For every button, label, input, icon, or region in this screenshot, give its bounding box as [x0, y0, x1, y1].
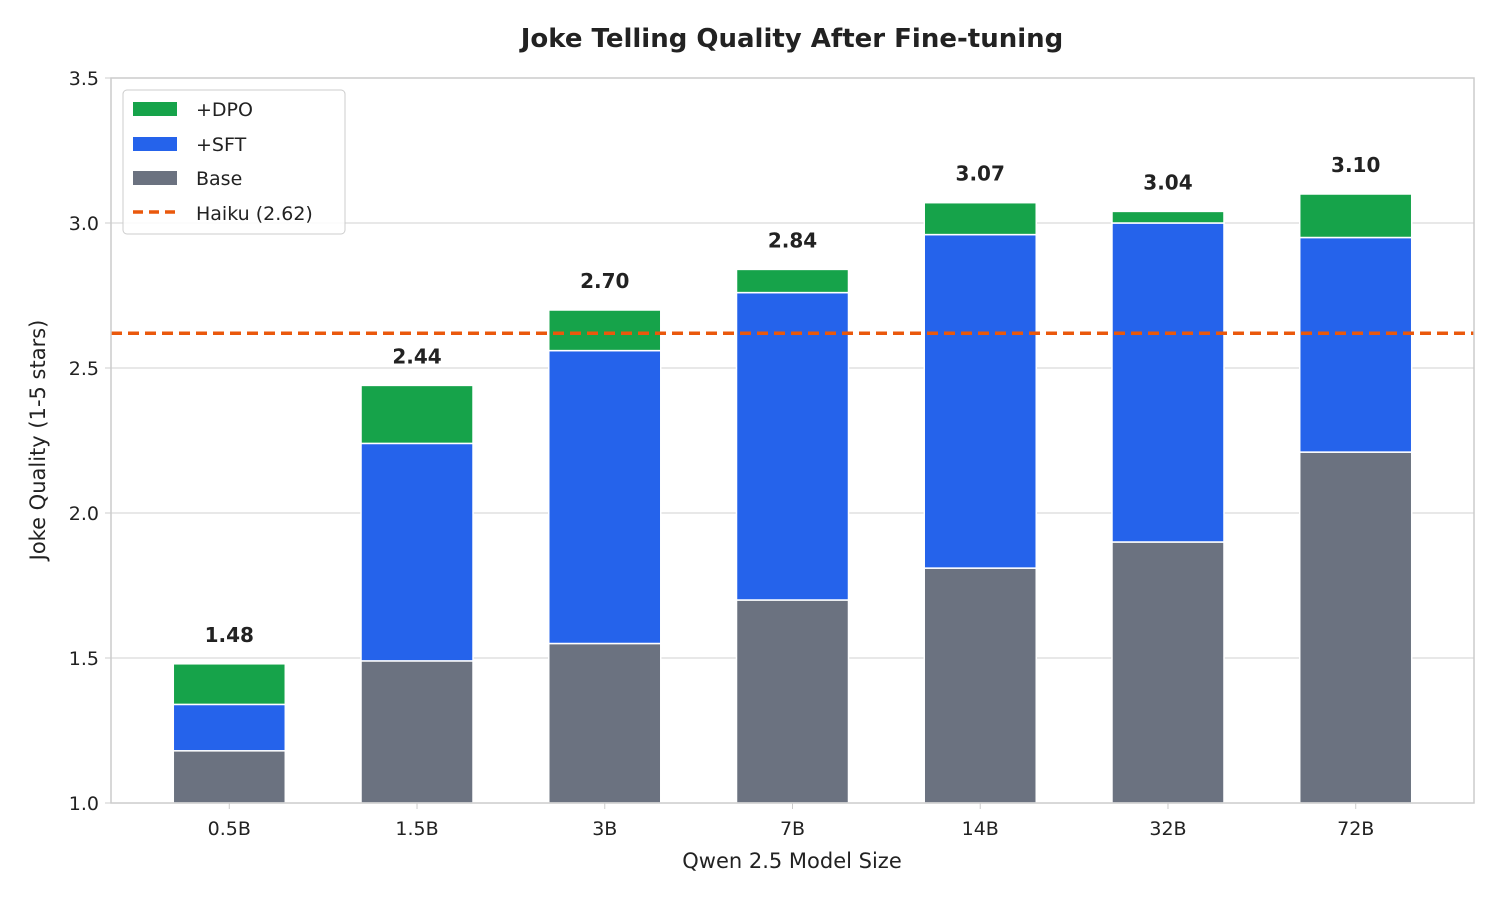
bar-segment-sft [360, 442, 474, 662]
x-tick-label: 14B [962, 818, 999, 840]
bar-segment-base [1298, 451, 1413, 804]
bar-segment-base [735, 599, 850, 804]
legend-label-sft: +SFT [196, 134, 247, 156]
total-value-label: 2.84 [768, 228, 817, 252]
legend-swatch-base [133, 171, 177, 185]
x-axis-label: Qwen 2.5 Model Size [682, 849, 902, 873]
legend-swatch-dpo [133, 102, 177, 116]
bar-segment-dpo [923, 201, 1037, 236]
total-value-label: 3.07 [956, 162, 1005, 186]
total-value-label: 3.04 [1143, 170, 1192, 194]
x-tick-label: 0.5B [208, 818, 251, 840]
bar-segment-dpo [735, 268, 850, 294]
bar-segment-sft [1298, 236, 1413, 453]
bar-segment-sft [735, 291, 850, 601]
bar-segment-dpo [1298, 193, 1413, 239]
legend: +DPO +SFT Base Haiku (2.62) [122, 89, 346, 235]
y-tick-label: 1.0 [69, 793, 99, 815]
bar-segment-sft [923, 233, 1037, 569]
bar-segment-sft [172, 703, 287, 752]
bar-segment-dpo [360, 384, 474, 445]
bar-segment-dpo [172, 663, 287, 706]
y-axis-label: Joke Quality (1-5 stars) [26, 320, 50, 563]
x-tick-label: 3B [592, 818, 617, 840]
bar-segment-dpo [1111, 210, 1225, 224]
total-value-label: 3.10 [1331, 153, 1380, 177]
legend-label-haiku: Haiku (2.62) [196, 203, 313, 225]
bar-segment-sft [1111, 222, 1225, 543]
legend-label-dpo: +DPO [196, 99, 253, 121]
x-tick-label: 72B [1337, 818, 1374, 840]
total-value-label: 2.44 [392, 344, 441, 368]
x-tick-label: 7B [780, 818, 805, 840]
x-tick-label: 32B [1149, 818, 1186, 840]
bar-segment-sft [548, 349, 662, 645]
x-tick-label: 1.5B [395, 818, 438, 840]
total-value-label: 2.70 [580, 269, 629, 293]
y-tick-label: 2.5 [69, 358, 99, 380]
y-tick-label: 3.0 [69, 213, 99, 235]
bar-segment-base [172, 750, 287, 804]
bar-segment-base [923, 567, 1037, 804]
legend-swatch-sft [133, 137, 177, 151]
legend-label-base: Base [196, 168, 242, 190]
y-tick-label: 3.5 [69, 68, 99, 90]
y-tick-label: 2.0 [69, 503, 99, 525]
chart-title: Joke Telling Quality After Fine-tuning [519, 24, 1064, 54]
bar-segment-base [1111, 541, 1225, 804]
y-tick-label: 1.5 [69, 648, 99, 670]
bar-segment-base [360, 660, 474, 804]
total-value-label: 1.48 [205, 623, 254, 647]
legend-frame [122, 89, 346, 235]
bar-segment-base [548, 642, 662, 804]
bar-segment-dpo [548, 309, 662, 352]
